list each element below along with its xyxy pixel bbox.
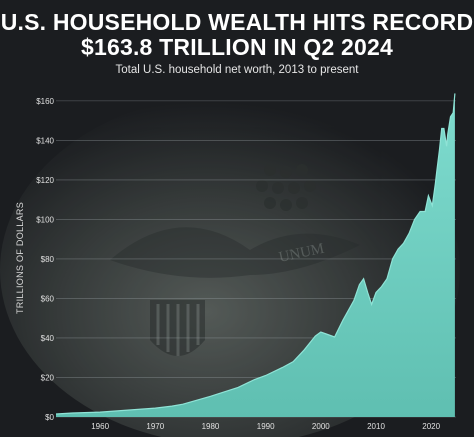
series-line xyxy=(55,93,456,415)
title-line-2: $163.8 TRILLION IN Q2 2024 xyxy=(81,34,393,60)
y-tick-label: $0 xyxy=(45,413,54,422)
seal-stars-icon xyxy=(256,164,316,211)
y-tick-label: $20 xyxy=(41,373,55,382)
x-tick-label: 1970 xyxy=(146,422,164,431)
chart-title: U.S. HOUSEHOLD WEALTH HITS RECORD $163.8… xyxy=(0,10,474,60)
x-tick-label: 2010 xyxy=(367,422,385,431)
x-tick-label: 2000 xyxy=(312,422,330,431)
chart-subtitle: Total U.S. household net worth, 2013 to … xyxy=(115,64,359,76)
y-tick-label: $40 xyxy=(41,334,55,343)
y-tick-label: $120 xyxy=(36,176,54,185)
area-fill xyxy=(56,93,455,418)
x-tick-label: 1980 xyxy=(202,422,220,431)
y-tick-label: $80 xyxy=(41,255,55,264)
x-tick-label: 1960 xyxy=(91,422,109,431)
x-tick-label: 1990 xyxy=(257,422,275,431)
title-line-1: U.S. HOUSEHOLD WEALTH HITS RECORD xyxy=(0,9,474,35)
x-tick-label: 2020 xyxy=(422,422,440,431)
y-tick-labels: $0 $20 $40 $60 $80 $100 $120 $140 $160 xyxy=(36,97,54,422)
y-tick-label: $100 xyxy=(36,215,54,224)
eagle-shield-icon xyxy=(110,227,360,356)
y-tick-label: $140 xyxy=(36,136,54,145)
y-axis-label: TRILLIONS OF DOLLARS xyxy=(15,202,25,314)
y-tick-label: $160 xyxy=(36,97,54,106)
y-tick-label: $60 xyxy=(41,294,55,303)
x-tick-labels: 1960 1970 1980 1990 2000 2010 2020 xyxy=(91,422,440,431)
area-series xyxy=(55,93,456,418)
